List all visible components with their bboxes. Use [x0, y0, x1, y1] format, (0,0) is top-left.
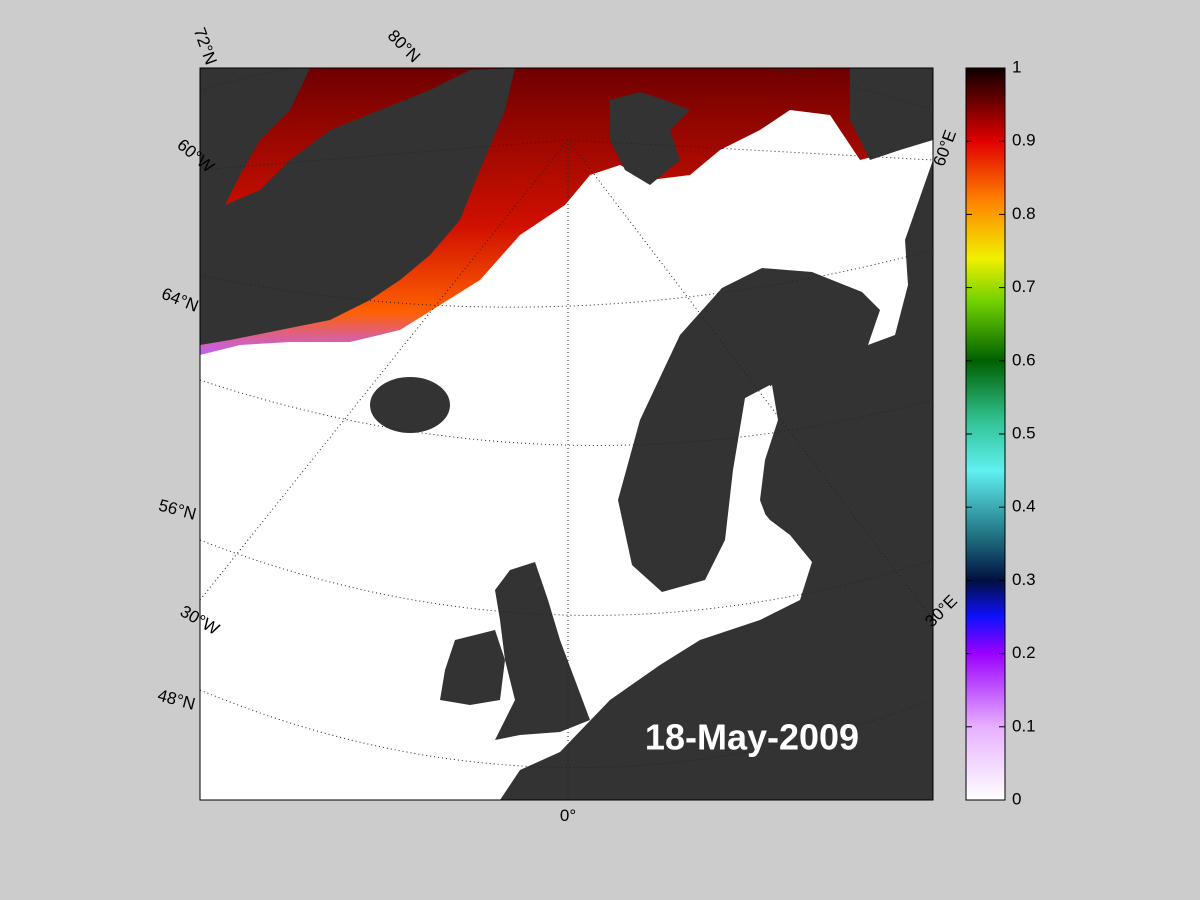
colorbar-tick-label: 0.4 [1012, 497, 1036, 516]
grid-label: 56°N [157, 496, 199, 524]
grid-label: 64°N [159, 284, 201, 316]
colorbar-tick-label: 0.8 [1012, 204, 1036, 223]
iceland [370, 377, 450, 433]
ireland [440, 630, 505, 705]
land [200, 68, 515, 345]
baltic-sea [740, 385, 790, 612]
colorbar-tick-label: 0.9 [1012, 131, 1036, 150]
graticule [200, 139, 933, 621]
map-frame [199, 67, 934, 801]
colorbar-tick-label: 0.3 [1012, 570, 1036, 589]
graticule [200, 689, 933, 768]
colorbar-tick-label: 0.1 [1012, 716, 1036, 735]
colorbar: 0 0.1 0.2 0.3 0.4 0.5 0.6 0.7 0.8 0.9 1 [965, 57, 1036, 808]
grid-label: 72°N [190, 25, 221, 67]
graticule [200, 249, 933, 308]
colorbar-tick-label: 0.6 [1012, 350, 1036, 369]
land [610, 92, 690, 185]
date-label: 18-May-2009 [645, 717, 859, 758]
colorbar-tick-label: 0.7 [1012, 277, 1036, 296]
colorbar-tick-label: 1 [1012, 57, 1021, 76]
land [850, 68, 933, 160]
colorbar-scale [965, 67, 1006, 801]
grid-label: 0° [560, 806, 576, 825]
graticule [200, 139, 933, 171]
great-britain [495, 562, 590, 740]
colorbar-tick-label: 0.2 [1012, 643, 1036, 662]
colorbar-tick-label: 0 [1012, 789, 1021, 808]
map: 18-May-2009 [200, 68, 933, 800]
graticule [200, 539, 933, 616]
land [500, 160, 933, 800]
grid-label: 80°N [384, 26, 424, 66]
grid-label: 60°E [930, 127, 961, 168]
grid-label: 48°N [156, 686, 198, 714]
colorbar-tick-label: 0.5 [1012, 423, 1036, 442]
